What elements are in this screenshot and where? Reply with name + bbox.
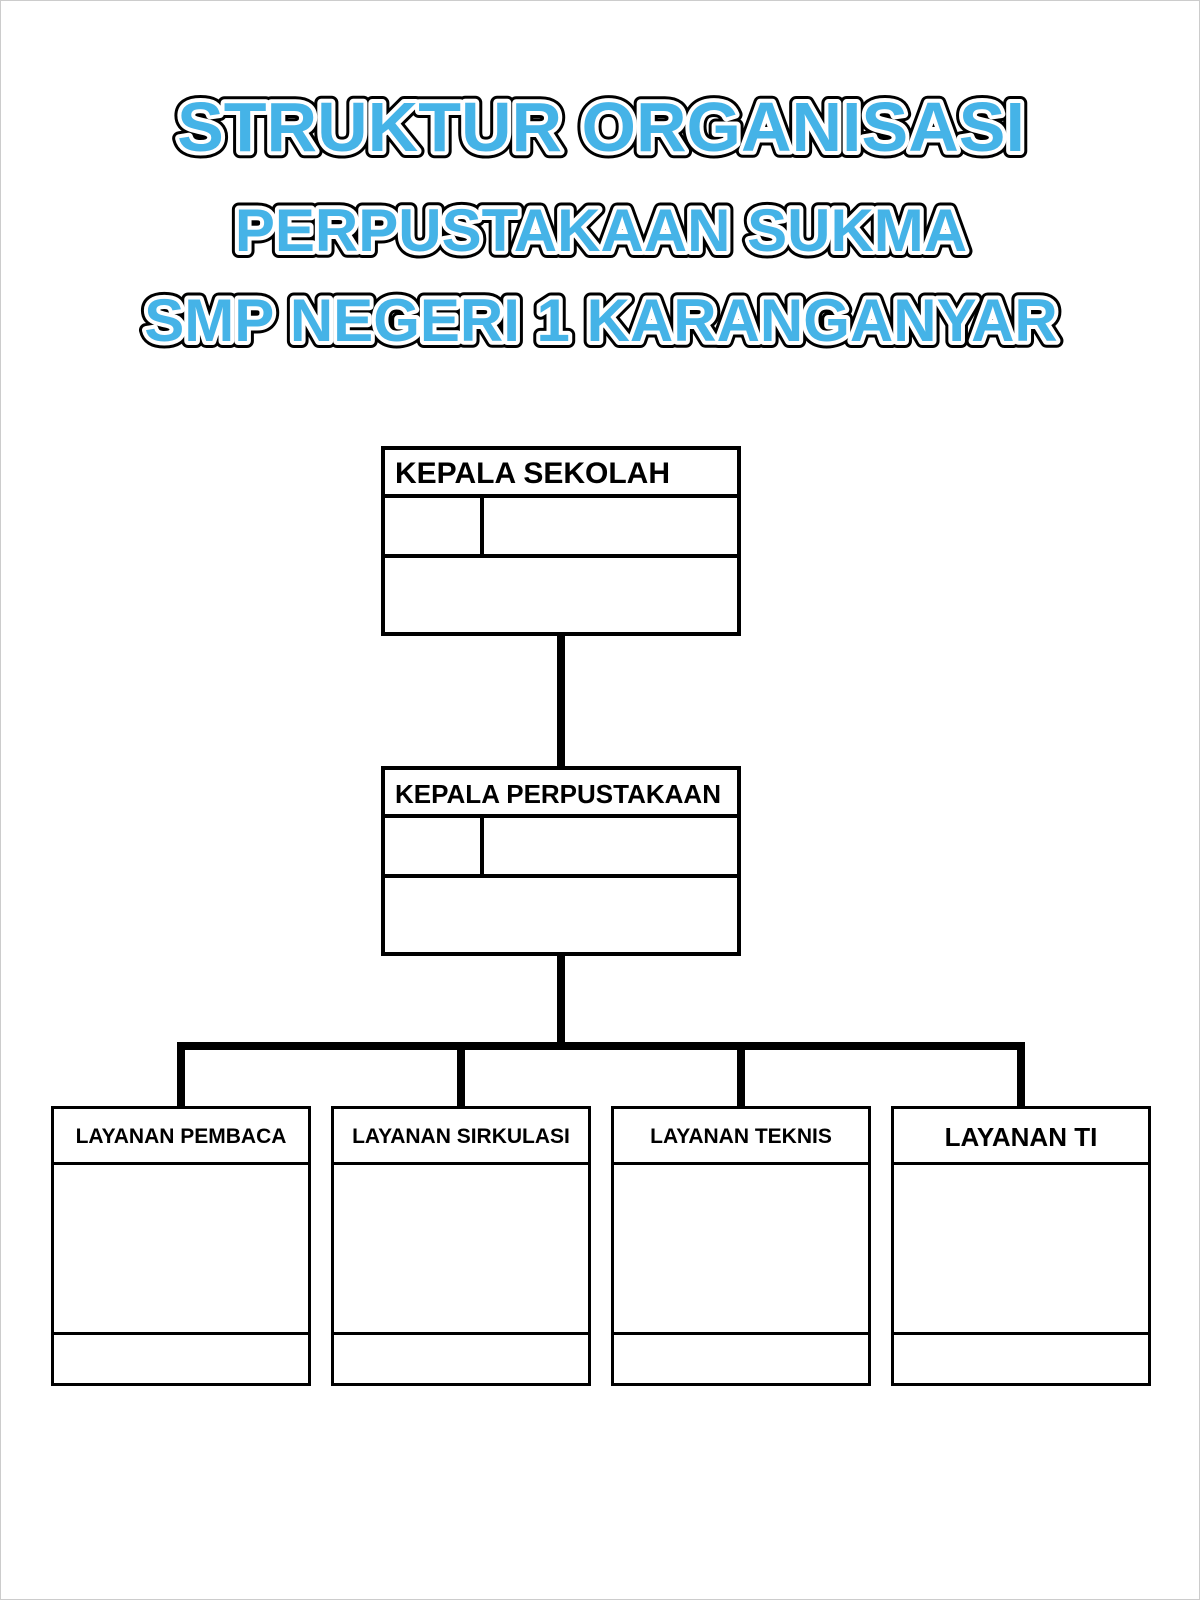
org-box-layanan-teknis: LAYANAN TEKNIS xyxy=(611,1106,871,1386)
connector-vertical-1 xyxy=(557,636,565,766)
org-box-header: KEPALA SEKOLAH xyxy=(385,450,737,498)
connector-drop-0 xyxy=(177,1042,185,1106)
leaf-middle xyxy=(54,1165,308,1335)
title-line-1: STRUKTUR ORGANISASI STRUKTUR ORGANISASI … xyxy=(177,88,1025,166)
org-box-subrow xyxy=(385,498,737,558)
leaf-header: LAYANAN TI xyxy=(894,1109,1148,1165)
chart-area: KEPALA SEKOLAH KEPALA PERPUSTAKAAN LAYAN… xyxy=(41,446,1159,1446)
org-box-header: KEPALA PERPUSTAKAAN xyxy=(385,770,737,818)
org-box-layanan-pembaca: LAYANAN PEMBACA xyxy=(51,1106,311,1386)
leaf-middle xyxy=(614,1165,868,1335)
connector-drop-1 xyxy=(457,1042,465,1106)
org-box-subcell-a xyxy=(385,498,484,554)
org-box-kepala-perpustakaan: KEPALA PERPUSTAKAAN xyxy=(381,766,741,956)
org-box-subrow xyxy=(385,818,737,878)
leaf-middle xyxy=(894,1165,1148,1335)
org-box-layanan-sirkulasi: LAYANAN SIRKULASI xyxy=(331,1106,591,1386)
title-block: STRUKTUR ORGANISASI STRUKTUR ORGANISASI … xyxy=(41,81,1159,386)
title-line-3: SMP NEGERI 1 KARANGANYAR SMP NEGERI 1 KA… xyxy=(144,287,1058,354)
org-chart-page: STRUKTUR ORGANISASI STRUKTUR ORGANISASI … xyxy=(0,0,1200,1600)
org-box-subcell-b xyxy=(484,818,737,874)
leaf-middle xyxy=(334,1165,588,1335)
title-line-2: PERPUSTAKAAN SUKMA PERPUSTAKAAN SUKMA PE… xyxy=(235,197,967,264)
leaf-header: LAYANAN TEKNIS xyxy=(614,1109,868,1165)
svg-text:SMP NEGERI 1 KARANGANYAR: SMP NEGERI 1 KARANGANYAR xyxy=(144,287,1058,354)
leaf-header: LAYANAN SIRKULASI xyxy=(334,1109,588,1165)
org-box-subcell-b xyxy=(484,498,737,554)
leaf-footer xyxy=(334,1335,588,1385)
leaf-footer xyxy=(54,1335,308,1385)
org-box-subcell-a xyxy=(385,818,484,874)
connector-vertical-2 xyxy=(557,956,565,1046)
connector-horizontal xyxy=(177,1042,1025,1050)
connector-drop-2 xyxy=(737,1042,745,1106)
svg-text:STRUKTUR ORGANISASI: STRUKTUR ORGANISASI xyxy=(177,88,1025,166)
title-svg: STRUKTUR ORGANISASI STRUKTUR ORGANISASI … xyxy=(41,81,1161,381)
leaf-header: LAYANAN PEMBACA xyxy=(54,1109,308,1165)
svg-text:PERPUSTAKAAN SUKMA: PERPUSTAKAAN SUKMA xyxy=(235,197,967,264)
leaf-footer xyxy=(614,1335,868,1385)
leaf-footer xyxy=(894,1335,1148,1385)
org-box-kepala-sekolah: KEPALA SEKOLAH xyxy=(381,446,741,636)
org-box-layanan-ti: LAYANAN TI xyxy=(891,1106,1151,1386)
connector-drop-3 xyxy=(1017,1042,1025,1106)
